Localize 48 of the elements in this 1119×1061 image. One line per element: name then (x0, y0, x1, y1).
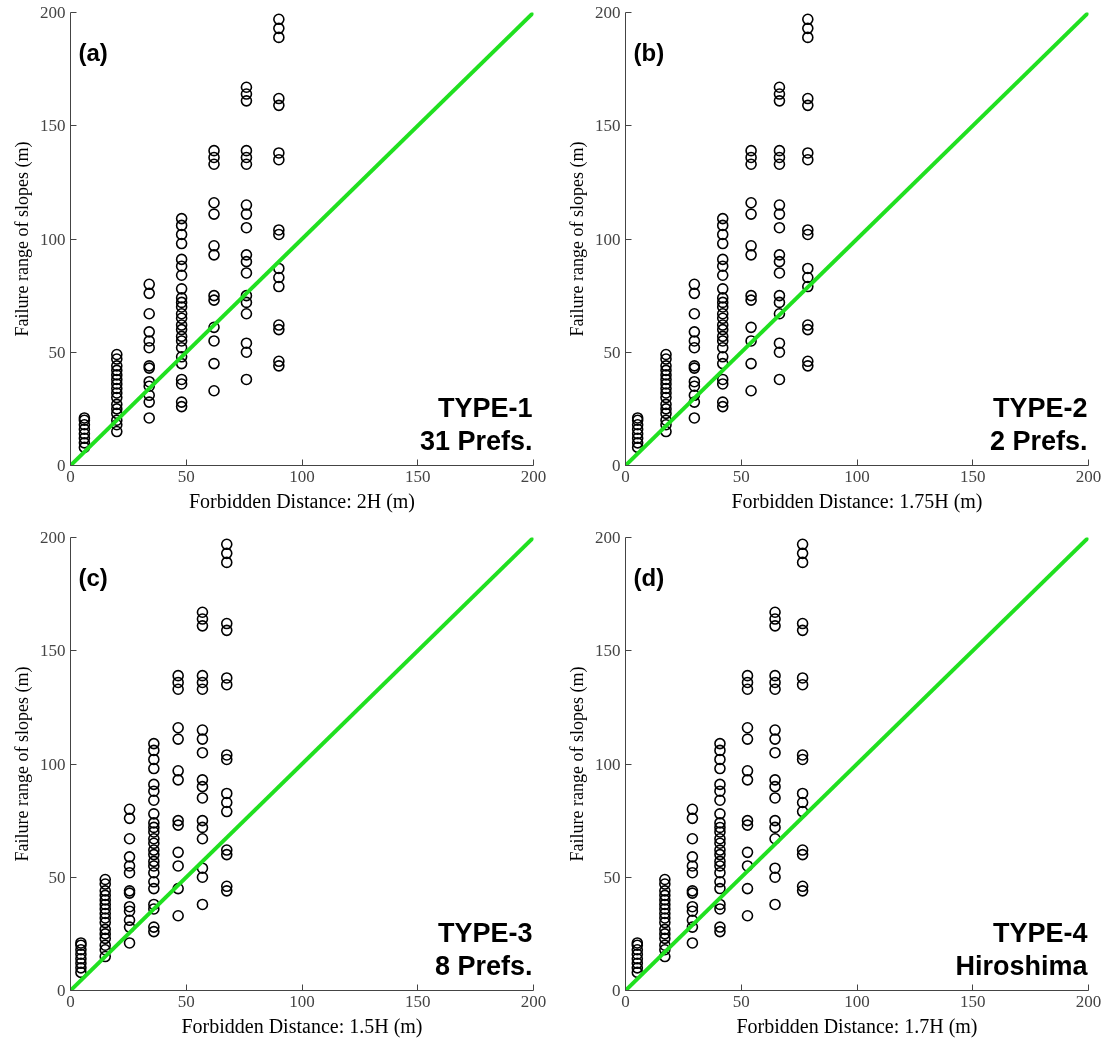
annotation: (d) (633, 563, 665, 591)
x-tick-label: 100 (289, 466, 315, 486)
y-tick-label: 150 (595, 116, 621, 136)
y-tick-label: 100 (40, 754, 66, 774)
x-tick-label: 100 (289, 991, 315, 1011)
y-tick-label: 50 (48, 867, 66, 887)
y-tick-label: 200 (595, 3, 621, 22)
y-tick-label: 200 (40, 528, 66, 547)
y-axis-title: Failure range of slopes (m) (12, 141, 33, 337)
x-tick-label: 200 (1075, 991, 1102, 1011)
x-tick-label: 100 (844, 466, 870, 486)
y-tick-label: 100 (595, 754, 621, 774)
x-tick-label: 200 (1075, 466, 1102, 486)
x-tick-label: 150 (405, 466, 431, 486)
x-tick-label: 150 (405, 991, 431, 1011)
y-axis-title: Failure range of slopes (m) (12, 666, 33, 862)
annotation: (c) (78, 563, 108, 591)
x-axis-title: Forbidden Distance: 1.75H (m) (731, 489, 983, 513)
y-tick-label: 100 (40, 229, 66, 249)
x-tick-label: 150 (960, 991, 986, 1011)
x-tick-label: 200 (520, 991, 547, 1011)
x-tick-label: 50 (177, 991, 195, 1011)
y-tick-label: 50 (48, 342, 66, 362)
x-tick-label: 150 (960, 466, 986, 486)
annotation: TYPE-4 Hiroshima (955, 917, 1089, 981)
annotation: (a) (78, 38, 108, 66)
y-axis-title: Failure range of slopes (m) (567, 141, 588, 337)
x-axis-title: Forbidden Distance: 2H (m) (188, 489, 416, 513)
x-tick-label: 200 (520, 466, 547, 486)
y-tick-label: 150 (40, 641, 66, 661)
x-tick-label: 50 (732, 991, 750, 1011)
y-tick-label: 150 (595, 641, 621, 661)
y-tick-label: 200 (40, 3, 66, 22)
y-tick-label: 200 (595, 528, 621, 547)
y-tick-label: 50 (603, 867, 621, 887)
annotation: TYPE-3 8 Prefs. (434, 917, 533, 981)
annotation: TYPE-2 2 Prefs. (989, 392, 1088, 456)
x-axis-title: Forbidden Distance: 1.5H (m) (181, 1014, 423, 1038)
y-tick-label: 100 (595, 229, 621, 249)
annotation: TYPE-1 31 Prefs. (419, 392, 533, 456)
y-axis-title: Failure range of slopes (m) (567, 666, 588, 862)
x-tick-label: 50 (732, 466, 750, 486)
annotation: (b) (633, 38, 665, 66)
y-tick-label: 50 (603, 342, 621, 362)
x-axis-title: Forbidden Distance: 1.7H (m) (736, 1014, 978, 1038)
x-tick-label: 50 (177, 466, 195, 486)
y-tick-label: 150 (40, 116, 66, 136)
x-tick-label: 100 (844, 991, 870, 1011)
